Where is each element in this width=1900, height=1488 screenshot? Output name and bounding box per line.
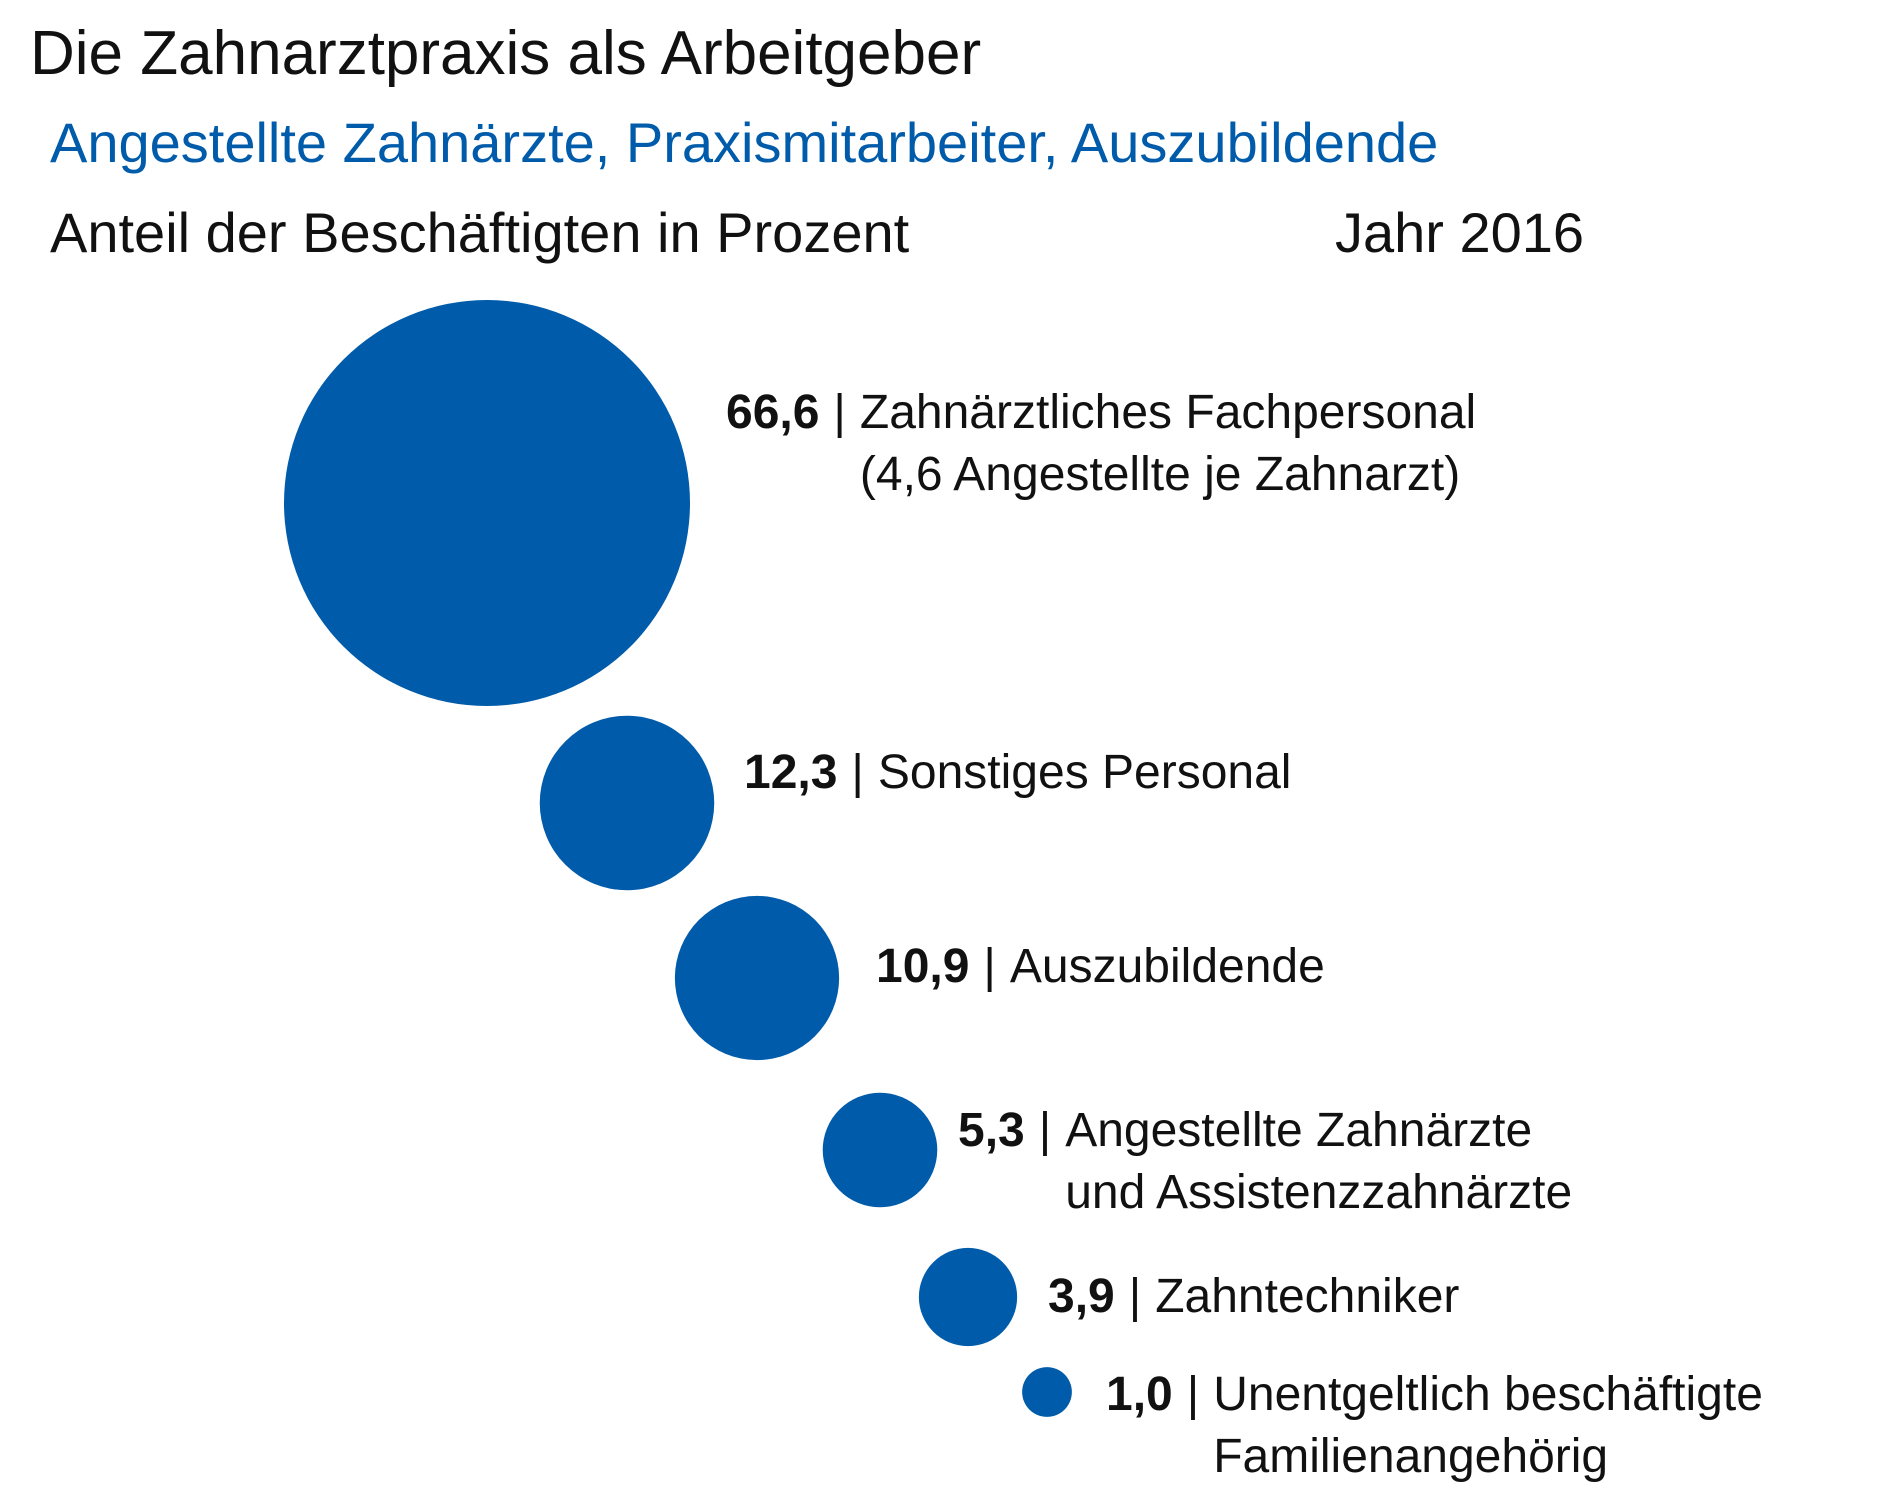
bubble-label-0: 66,6 | Zahnärztliches Fachpersonal (4,6 Ang… xyxy=(726,382,1476,506)
category-label-line: (4,6 Angestellte je Zahnarzt) xyxy=(859,448,1461,501)
bubble-2 xyxy=(674,895,840,1061)
category-label-line: Familienangehörig xyxy=(1213,1430,1609,1483)
value-label: 3,9 xyxy=(1048,1270,1115,1323)
separator: | xyxy=(851,746,864,799)
separator: | xyxy=(1186,1368,1200,1421)
separator: | xyxy=(1038,1104,1052,1157)
separator: | xyxy=(983,940,996,993)
year-label: Jahr 2016 xyxy=(1335,201,1585,264)
category-label: Sonstiges Personal xyxy=(878,742,1292,804)
separator: | xyxy=(1128,1270,1142,1323)
bubble-4 xyxy=(918,1247,1018,1347)
category-label-line: Angestellte Zahnärzte xyxy=(1065,1104,1533,1157)
value-label: 12,3 xyxy=(744,746,838,799)
chart-title: Die Zahnarztpraxis als Arbeitgeber xyxy=(30,19,982,88)
unit-label: Anteil der Beschäftigten in Prozent xyxy=(50,201,910,264)
bubble-label-1: 12,3 | Sonstiges Personal xyxy=(744,742,1291,804)
category-label-line: Sonstiges Personal xyxy=(877,746,1292,799)
bubble-label-4: 3,9 | Zahntechniker xyxy=(1048,1266,1459,1328)
category-label: Auszubildende xyxy=(1010,936,1325,998)
bubble-label-5: 1,0 | Unentgeltlich beschäftigte Familienan… xyxy=(1106,1364,1763,1488)
category-label: Zahntechniker xyxy=(1155,1266,1459,1328)
chart-subtitle: Angestellte Zahnärzte, Praxismitarbeiter… xyxy=(50,111,1439,174)
category-label-line: Unentgeltlich beschäftigte xyxy=(1213,1368,1763,1421)
category-label-line: Auszubildende xyxy=(1009,940,1325,993)
value-label: 10,9 xyxy=(876,940,970,993)
category-label: Zahnärztliches Fachpersonal (4,6 Angestel… xyxy=(860,382,1476,506)
value-label: 66,6 xyxy=(726,386,820,439)
category-label: Unentgeltlich beschäftigte Familienangehö… xyxy=(1213,1364,1763,1488)
bubble-3 xyxy=(822,1092,938,1208)
bubble-label-2: 10,9 | Auszubildende xyxy=(876,936,1325,998)
value-label: 5,3 xyxy=(958,1104,1025,1157)
category-label-line: Zahnärztliches Fachpersonal xyxy=(859,386,1477,439)
bubble-5 xyxy=(1022,1367,1072,1417)
category-label-line: und Assistenzzahnärzte xyxy=(1065,1166,1573,1219)
category-label-line: Zahntechniker xyxy=(1155,1270,1460,1323)
bubble-label-3: 5,3 | Angestellte Zahnärzte und Assistenzza… xyxy=(958,1100,1572,1224)
category-label: Angestellte Zahnärzte und Assistenzzahnär… xyxy=(1065,1100,1572,1224)
separator: | xyxy=(833,386,846,439)
bubble-0 xyxy=(284,300,690,706)
bubble-1 xyxy=(539,715,715,891)
value-label: 1,0 xyxy=(1106,1368,1173,1421)
